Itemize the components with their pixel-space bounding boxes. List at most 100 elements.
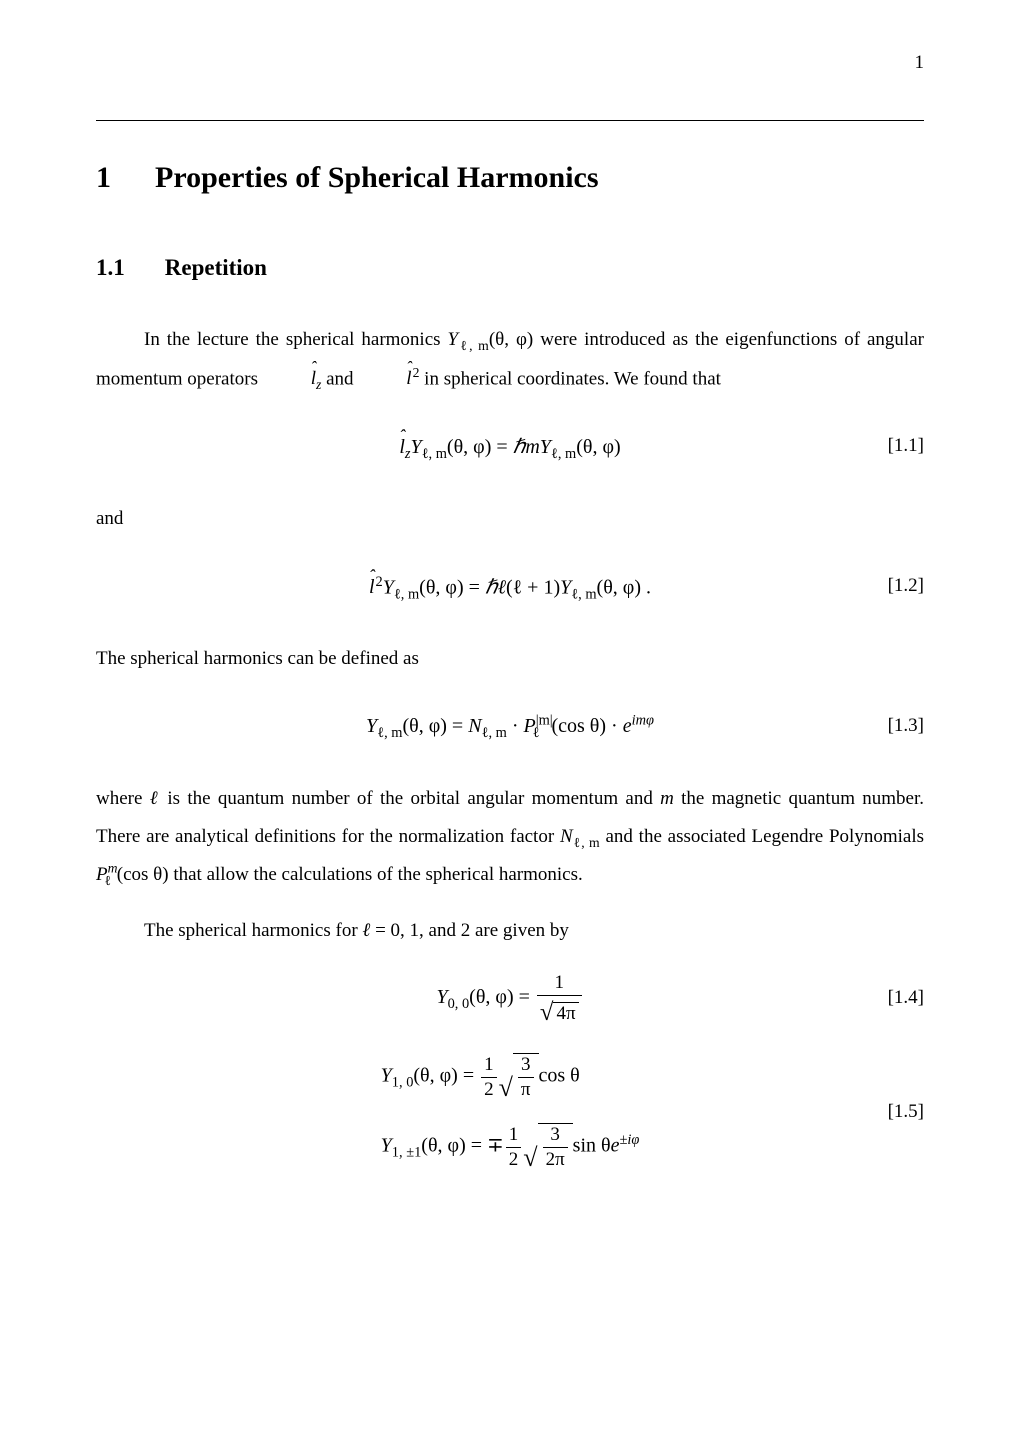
p3-t2: is the quantum number of the orbital ang… [160,788,660,809]
eq4-frac: 1√4π [537,972,582,1025]
eq5b-eq: = [466,1135,487,1157]
eq1-m: m [525,436,539,458]
eq3-eq: = [447,715,468,737]
eq5a-radicand: 3π [513,1053,539,1101]
equation-3: Yℓ, m(θ, φ) = Nℓ, m · P|m|ℓ(cos θ) · eim… [96,698,924,754]
eq3-Y-sub: ℓ, m [377,725,402,741]
equation-5-number: [1.5] [888,1101,924,1123]
eq4-args: (θ, φ) [469,986,513,1008]
eq2-ell: ℓ [498,576,506,598]
p1-t4: in spherical coordinates. We found that [419,368,721,389]
eq3-e: e [623,715,632,737]
eq1-Y: Y [411,436,422,458]
eq5-line1: Y1, 0(θ, φ) = 12√3πcos θ [381,1053,640,1101]
equation-1-number: [1.1] [888,435,924,457]
p3-P-arg: (cos θ) [117,864,169,885]
page: 1 1 Properties of Spherical Harmonics 1.… [0,0,1020,1443]
eq3-e-sup: imφ [632,712,654,728]
eq3-N-sub: ℓ, m [482,725,507,741]
eq5a-Y-sub: 1, 0 [392,1075,414,1091]
heading-2-title: Repetition [165,255,267,281]
eq2-hbar: ℏ [485,576,498,598]
eq3-N: N [468,715,481,737]
paragraph-2: The spherical harmonics can be defined a… [96,640,924,678]
top-rule [96,120,924,121]
paragraph-and: and [96,500,924,538]
p3-t4: and the associated Legendre Polynomials [600,826,924,847]
eq5a-half: 12 [481,1054,497,1101]
eq5b-sfrac: 32π [543,1124,568,1171]
equation-5-body: Y1, 0(θ, φ) = 12√3πcos θ Y1, ±1(θ, φ) = … [381,1053,640,1171]
eq1-Y2: Y [540,436,551,458]
eq4-frac-num: 1 [537,972,582,996]
eq5b-mp: ∓ [487,1135,504,1157]
eq2-Y2: Y [560,576,571,598]
eq2-l: l [369,576,375,599]
eq5a-half-den: 2 [481,1078,497,1101]
eq1-hbar: ℏ [513,436,526,458]
eq3-P-sub: ℓ [533,725,540,741]
eq1-l: l [399,436,405,459]
eq1-args2: (θ, φ) [576,436,620,458]
p3-N-sub: ℓ, m [573,835,600,850]
eq5b-half-den: 2 [506,1148,522,1171]
eq2-args2: (θ, φ) [597,576,641,598]
eq4-radicand: 4π [553,1002,578,1025]
eq5a-sfrac: 3π [518,1054,534,1101]
heading-1-number: 1 [96,161,111,195]
eq3-dot2: · [606,715,623,737]
eq5a-sfrac-num: 3 [518,1054,534,1078]
p3-ell: ℓ [150,788,160,809]
eq1-Y2-sub: ℓ, m [551,446,576,462]
eq4-sqrt: √4π [540,997,579,1025]
eq2-l-sup: 2 [376,574,383,590]
eq2-period: . [641,576,651,598]
eq5b-e-sup: ±iφ [619,1132,639,1148]
eq5-stack: Y1, 0(θ, φ) = 12√3πcos θ Y1, ±1(θ, φ) = … [381,1053,640,1171]
p1-lz: l [263,360,316,398]
equation-3-body: Yℓ, m(θ, φ) = Nℓ, m · P|m|ℓ(cos θ) · eim… [366,715,654,738]
eq4-frac-den: √4π [537,996,582,1025]
eq5a-args: (θ, φ) [413,1065,457,1087]
heading-2: 1.1 Repetition [96,255,924,281]
eq2-lp1: (ℓ + 1) [506,576,560,598]
eq4-Y-sub: 0, 0 [448,996,470,1012]
equation-1-body: lzYℓ, m(θ, φ) = ℏmYℓ, m(θ, φ) [399,434,620,459]
p3-m: m [660,788,674,809]
eq5b-sqrt: √32π [523,1123,572,1171]
eq1-eq: = [491,436,512,458]
eq3-args: (θ, φ) [402,715,446,737]
eq1-Y-sub: ℓ, m [422,446,447,462]
eq2-Y2-sub: ℓ, m [571,586,596,602]
heading-1: 1 Properties of Spherical Harmonics [96,161,924,195]
eq5b-sin: sin θ [573,1135,611,1157]
equation-2-number: [1.2] [888,575,924,597]
p1-Y: Y [448,329,459,350]
eq2-eq: = [464,576,485,598]
eq5b-Y-sub: 1, ±1 [392,1145,421,1161]
eq5b-sfrac-num: 3 [543,1124,568,1148]
eq5a-eq: = [458,1065,479,1087]
heading-1-title: Properties of Spherical Harmonics [155,161,599,195]
eq5b-sfrac-den: 2π [543,1148,568,1171]
eq4-eq: = [514,986,535,1008]
page-number: 1 [915,52,925,74]
eq2-Y-sub: ℓ, m [394,586,419,602]
equation-4-body: Y0, 0(θ, φ) = 1√4π [436,972,583,1025]
eq4-Y: Y [436,986,447,1008]
eq5a-cos: cos θ [539,1065,580,1087]
heading-2-number: 1.1 [96,255,125,281]
p1-l2: l [358,360,411,398]
p1-Y-args: (θ, φ) [489,329,533,350]
eq3-Y: Y [366,715,377,737]
equation-3-number: [1.3] [888,715,924,737]
p4-t1: The spherical harmonics for [144,920,362,941]
paragraph-3: where ℓ is the quantum number of the orb… [96,780,924,894]
paragraph-1: In the lecture the spherical harmonics Y… [96,321,924,398]
eq2-Y: Y [383,576,394,598]
eq3-P-arg: (cos θ) [551,715,606,737]
eq5b-half: 12 [506,1124,522,1171]
eq2-args: (θ, φ) [419,576,463,598]
p1-t3: and [321,368,358,389]
eq5a-Y: Y [381,1065,392,1087]
